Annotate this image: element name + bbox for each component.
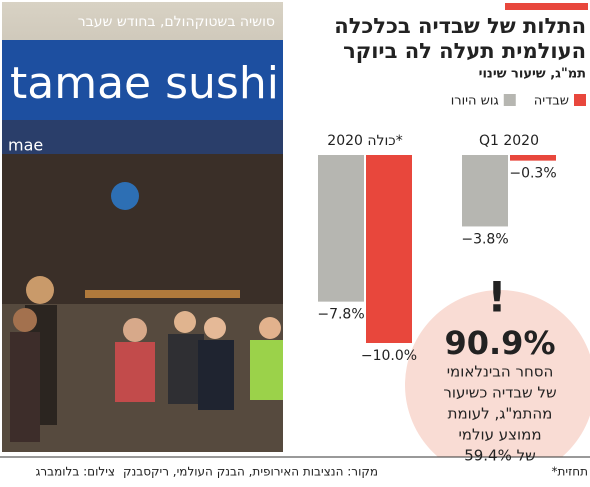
callout-line: ממוצע עולמי <box>458 426 541 444</box>
callout-line: מהתמ"ג, לעומת <box>448 405 553 423</box>
bar <box>510 155 556 161</box>
value-label: −3.8% <box>461 231 508 247</box>
category-label: Q1 2020 <box>479 133 539 149</box>
chart-subtitle: תמ"ג, שיעור שינוי <box>479 67 586 82</box>
legend-swatch <box>574 94 586 106</box>
chart-title: העולמית תעלה לה ביוקר <box>343 39 586 63</box>
accent-bar <box>505 3 588 10</box>
photo: tamae sushi mae סושיה בשטוקהולם, בחודש ש… <box>2 2 283 452</box>
footer-note: *תחזית <box>552 465 588 479</box>
callout-line: של שבדיה כשיעור <box>443 384 556 402</box>
value-label: −0.3% <box>509 166 556 182</box>
bar <box>318 155 364 302</box>
value-label: −7.8% <box>317 307 364 323</box>
bar <box>366 155 412 343</box>
callout-mark: ! <box>487 273 506 322</box>
footer-credit: צילום: בלומברג <box>35 465 115 479</box>
value-label: −10.0% <box>361 348 417 364</box>
callout-circle <box>405 290 590 457</box>
callout-line: של 59.4% <box>464 447 536 465</box>
bar <box>462 155 508 227</box>
legend-label: שבדיה <box>534 94 569 109</box>
footer-source: מקור: הנציבות האירופית, הבנק העולמי, ריק… <box>123 465 378 479</box>
legend-swatch <box>503 94 516 106</box>
chart-title: התלות של שבדיה בכלכלה <box>334 14 586 38</box>
legend-label: גוש היורו <box>451 94 499 109</box>
photo-caption: סושיה בשטוקהולם, בחודש שעבר <box>78 14 275 30</box>
category-label: 2020 כולה* <box>327 133 402 149</box>
callout-value: 90.9% <box>444 324 555 362</box>
callout-line: הסחר הבינלאומי <box>447 363 554 381</box>
small-sign-text: mae <box>8 136 43 155</box>
sign-text: tamae sushi <box>10 58 279 109</box>
